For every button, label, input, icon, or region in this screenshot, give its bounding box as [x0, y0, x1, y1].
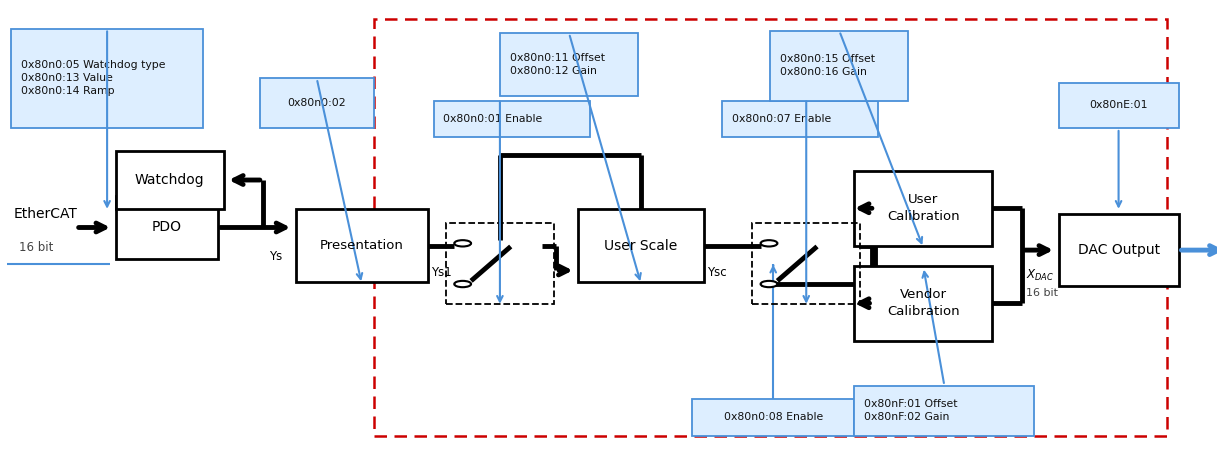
Text: 0x80n0:15 Offset
0x80n0:16 Gain: 0x80n0:15 Offset 0x80n0:16 Gain — [780, 54, 875, 77]
FancyBboxPatch shape — [722, 101, 879, 137]
Circle shape — [454, 281, 471, 287]
Text: 0x80n0:01 Enable: 0x80n0:01 Enable — [443, 114, 543, 124]
FancyBboxPatch shape — [1059, 214, 1178, 286]
Text: Ysc: Ysc — [707, 266, 727, 279]
FancyBboxPatch shape — [854, 171, 992, 246]
Text: 0x80n0:07 Enable: 0x80n0:07 Enable — [731, 114, 831, 124]
Text: 16 bit: 16 bit — [1026, 288, 1058, 298]
Text: 0x80nE:01: 0x80nE:01 — [1089, 101, 1148, 111]
Text: User Scale: User Scale — [605, 238, 678, 253]
Text: Presentation: Presentation — [320, 239, 404, 252]
Text: Vendor
Calibration: Vendor Calibration — [887, 288, 960, 318]
Text: 0x80n0:05 Watchdog type
0x80n0:13 Value
0x80n0:14 Ramp: 0x80n0:05 Watchdog type 0x80n0:13 Value … — [21, 60, 166, 96]
Text: 16 bit: 16 bit — [19, 241, 54, 254]
Circle shape — [454, 240, 471, 247]
FancyBboxPatch shape — [259, 78, 374, 128]
Text: 0x80n0:02: 0x80n0:02 — [287, 98, 346, 108]
Text: Ys: Ys — [269, 250, 282, 263]
Text: $X_{DAC}$: $X_{DAC}$ — [1026, 268, 1054, 283]
Text: DAC Output: DAC Output — [1077, 243, 1160, 257]
FancyBboxPatch shape — [116, 151, 224, 209]
Text: PDO: PDO — [152, 221, 181, 234]
Text: Watchdog: Watchdog — [135, 173, 204, 187]
Text: 0x80n0:08 Enable: 0x80n0:08 Enable — [724, 412, 823, 422]
Text: Ys1: Ys1 — [432, 266, 453, 279]
FancyBboxPatch shape — [770, 31, 908, 101]
FancyBboxPatch shape — [500, 33, 638, 96]
Text: 0x80n0:11 Offset
0x80n0:12 Gain: 0x80n0:11 Offset 0x80n0:12 Gain — [510, 53, 605, 76]
Text: EtherCAT: EtherCAT — [13, 207, 77, 221]
FancyBboxPatch shape — [433, 101, 590, 137]
FancyBboxPatch shape — [692, 399, 854, 435]
Circle shape — [761, 240, 778, 247]
Text: User
Calibration: User Calibration — [887, 193, 960, 223]
FancyBboxPatch shape — [578, 209, 705, 282]
FancyBboxPatch shape — [854, 386, 1034, 435]
FancyBboxPatch shape — [11, 29, 203, 128]
Text: 0x80nF:01 Offset
0x80nF:02 Gain: 0x80nF:01 Offset 0x80nF:02 Gain — [864, 399, 958, 422]
FancyBboxPatch shape — [1059, 83, 1178, 128]
Circle shape — [761, 281, 778, 287]
FancyBboxPatch shape — [296, 209, 428, 282]
FancyBboxPatch shape — [116, 196, 218, 259]
FancyBboxPatch shape — [854, 266, 992, 340]
